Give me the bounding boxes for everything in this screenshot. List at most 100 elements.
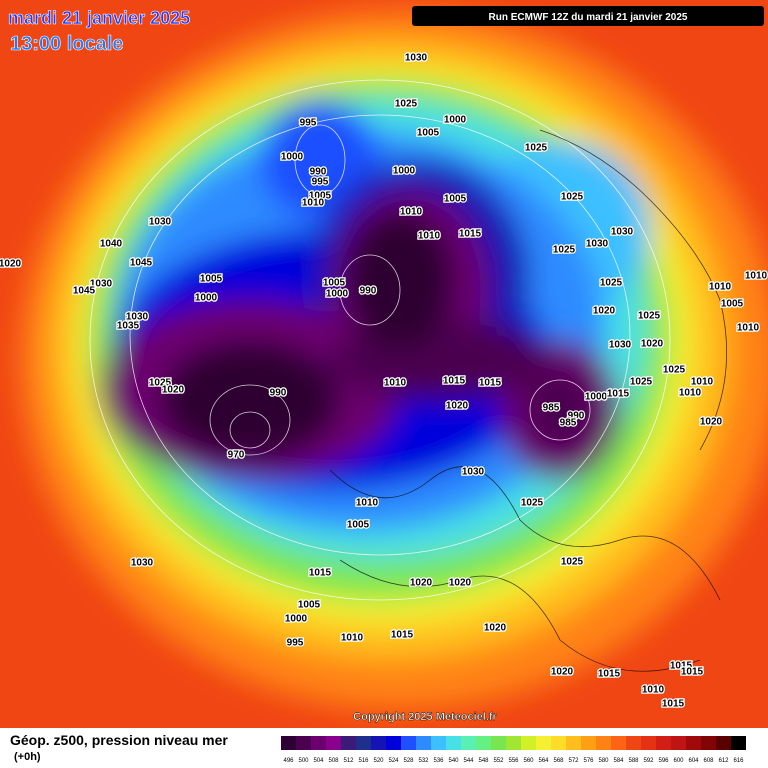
isobar-label: 1005: [309, 191, 332, 202]
isobar-label: 1030: [609, 340, 632, 351]
isobar-label: 1010: [400, 207, 423, 218]
isobar-label: 1010: [679, 388, 702, 399]
subtitle: 13:00 locale: [10, 33, 123, 55]
isobar-label: 1015: [459, 229, 482, 240]
isobar-label: 1020: [0, 259, 22, 270]
isobar-label: 1045: [73, 286, 96, 297]
scale-label: 548: [478, 758, 489, 764]
scale-label: 600: [673, 758, 684, 764]
scale-swatch: [626, 736, 641, 750]
scale-swatch: [536, 736, 551, 750]
isobar-label: 995: [312, 177, 329, 188]
isobar-label: 1010: [737, 323, 760, 334]
scale-label: 544: [463, 758, 474, 764]
isobar-label: 1005: [200, 274, 223, 285]
isobar-label: 1030: [611, 227, 634, 238]
isobar-label: 1000: [585, 392, 608, 403]
scale-label: 508: [328, 758, 339, 764]
scale-swatch: [656, 736, 671, 750]
scale-label: 528: [403, 758, 414, 764]
isobar-label: 1025: [600, 278, 623, 289]
isobar-label: 1005: [721, 299, 744, 310]
isobar-label: 990: [360, 286, 377, 297]
scale-label: 604: [688, 758, 699, 764]
isobar-label: 1020: [410, 578, 433, 589]
isobar-label: 1035: [117, 321, 140, 332]
scale-swatch: [461, 736, 476, 750]
scale-swatch: [311, 736, 326, 750]
scale-label: 580: [598, 758, 609, 764]
scale-label: 596: [658, 758, 669, 764]
isobar-label: 1015: [479, 378, 502, 389]
isobar-label: 1025: [149, 378, 172, 389]
isobar-label: 1010: [341, 633, 364, 644]
scale-label: 552: [493, 758, 504, 764]
scale-label: 500: [298, 758, 309, 764]
isobar-label: 1040: [100, 239, 123, 250]
isobar-label: 1000: [444, 115, 467, 126]
isobar-label: 1020: [449, 578, 472, 589]
scale-swatch: [386, 736, 401, 750]
isobar-label: 1030: [126, 312, 149, 323]
scale-label: 560: [523, 758, 534, 764]
isobar-label: 1005: [347, 520, 370, 531]
isobar-label: 1000: [326, 289, 349, 300]
scale-swatch: [701, 736, 716, 750]
scale-label: 572: [568, 758, 579, 764]
scale-swatch: [671, 736, 686, 750]
scale-swatch: [446, 736, 461, 750]
isobar-label: 1010: [642, 685, 665, 696]
scale-label: 540: [448, 758, 459, 764]
isobar-label: 1020: [162, 385, 185, 396]
isobar-label: 1010: [302, 198, 325, 209]
scale-label: 532: [418, 758, 429, 764]
copyright: Copyright 2025 Meteociel.fr: [353, 711, 497, 723]
isobar-label: 1005: [323, 278, 346, 289]
isobar-label: 1015: [670, 661, 693, 672]
scale-label: 536: [433, 758, 444, 764]
isobar-label: 1030: [586, 239, 609, 250]
isobar-label: 1010: [356, 498, 379, 509]
scale-swatch: [296, 736, 311, 750]
scale-label: 592: [643, 758, 654, 764]
scale-label: 576: [583, 758, 594, 764]
scale-swatch: [581, 736, 596, 750]
isobar-label: 1000: [393, 166, 416, 177]
scale-swatch: [356, 736, 371, 750]
scale-swatch: [401, 736, 416, 750]
scale-swatch: [341, 736, 356, 750]
scale-swatch: [281, 736, 296, 750]
isobar-label: 1030: [131, 558, 154, 569]
isobar-label: 1015: [607, 389, 630, 400]
isobar-label: 995: [300, 118, 317, 129]
isobar-label: 1020: [446, 401, 469, 412]
isobar-label: 990: [270, 388, 287, 399]
isobar-label: 1015: [681, 667, 704, 678]
isobar-label: 1025: [553, 245, 576, 256]
scale-swatch: [521, 736, 536, 750]
isobar-label: 1025: [663, 365, 686, 376]
isobar-label: 1030: [90, 279, 113, 290]
scale-label: 504: [313, 758, 324, 764]
scale-label: 496: [283, 758, 294, 764]
scale-label: 584: [613, 758, 624, 764]
scale-label: 556: [508, 758, 519, 764]
isobar-label: 995: [287, 638, 304, 649]
isobar-label: 1010: [418, 231, 441, 242]
field: [0, 0, 768, 728]
run-info: Run ECMWF 12Z du mardi 21 janvier 2025: [489, 12, 688, 23]
scale-swatch: [326, 736, 341, 750]
isobar-label: 990: [310, 167, 327, 178]
title: mardi 21 janvier 2025: [8, 8, 190, 28]
isobar-label: 1025: [561, 192, 584, 203]
isobar-label: 1020: [700, 417, 723, 428]
isobar-label: 1015: [309, 568, 332, 579]
isobar-label: 1045: [130, 258, 153, 269]
isobar-label: 1030: [149, 217, 172, 228]
legend-title: Géop. z500, pression niveau mer: [10, 732, 228, 748]
isobar-label: 1025: [561, 557, 584, 568]
isobar-label: 1020: [551, 667, 574, 678]
scale-label: 516: [358, 758, 369, 764]
